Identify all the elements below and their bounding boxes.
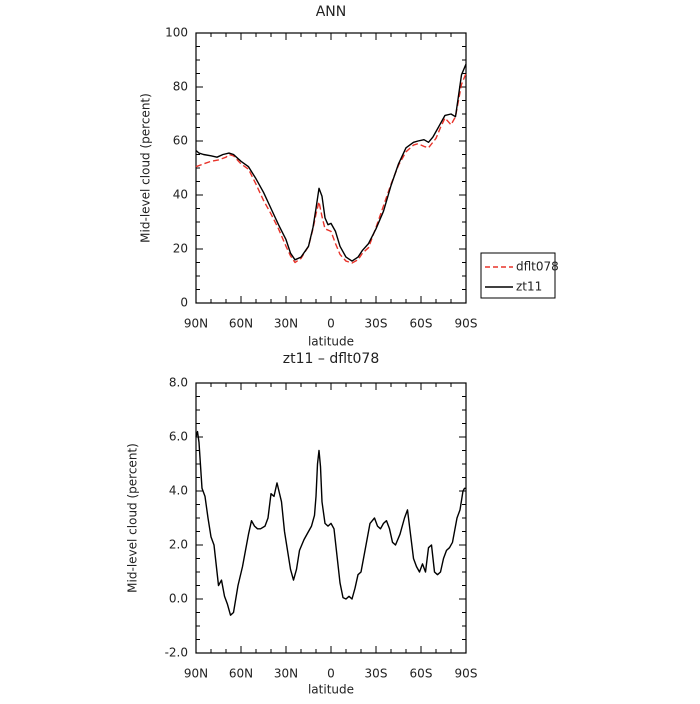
chart1-title: ANN [316,4,347,20]
chart2-y-tick-label: 4.0 [169,484,188,498]
chart1-y-tick-label: 60 [173,134,188,148]
chart2-y-axis-label: Mid-level cloud (percent) [126,443,140,593]
chart1-y-axis-label: Mid-level cloud (percent) [139,93,153,243]
chart1-series-zt11-line [195,63,467,262]
legend-label-dflt078: dflt078 [516,260,559,274]
chart1-x-tick-label: 30S [365,317,388,331]
chart1-plot-frame [195,32,467,304]
chart1-y-tick-label: 80 [173,80,188,94]
chart1-x-tick-label: 60S [410,317,433,331]
chart2-x-tick-label: 0 [327,667,335,681]
chart2-x-tick-label: 60S [410,667,433,681]
chart1-x-tick-label: 0 [327,317,335,331]
chart2-x-tick-label: 90S [455,667,478,681]
chart2-y-tick-label: 0.0 [169,592,188,606]
chart1-x-axis-label: latitude [308,335,354,349]
chart2-y-tick-label: -2.0 [165,646,188,660]
chart1-y-tick-label: 0 [180,296,188,310]
chart1-series-dflt078-line [195,73,467,264]
chart2-x-tick-label: 90N [184,667,208,681]
chart1-x-tick-label: 30N [274,317,298,331]
chart2-plot-frame [195,382,467,654]
chart1-x-tick-label: 90N [184,317,208,331]
chart1-y-tick-label: 40 [173,188,188,202]
chart2-x-tick-label: 30S [365,667,388,681]
chart1-x-tick-label: 90S [455,317,478,331]
chart2-x-tick-label: 60N [229,667,253,681]
legend-box [480,252,556,299]
chart2-series-difference-line [195,430,466,616]
chart1-y-tick-label: 20 [173,242,188,256]
chart1-y-tick-label: 100 [165,26,188,40]
chart2-y-tick-label: 8.0 [169,376,188,390]
chart2-x-tick-label: 30N [274,667,298,681]
chart2-y-tick-label: 6.0 [169,430,188,444]
chart2-y-tick-label: 2.0 [169,538,188,552]
chart2-title: zt11 – dflt078 [283,351,379,367]
chart1-x-tick-label: 60N [229,317,253,331]
chart2-x-axis-label: latitude [308,683,354,697]
legend-label-zt11: zt11 [516,280,542,294]
